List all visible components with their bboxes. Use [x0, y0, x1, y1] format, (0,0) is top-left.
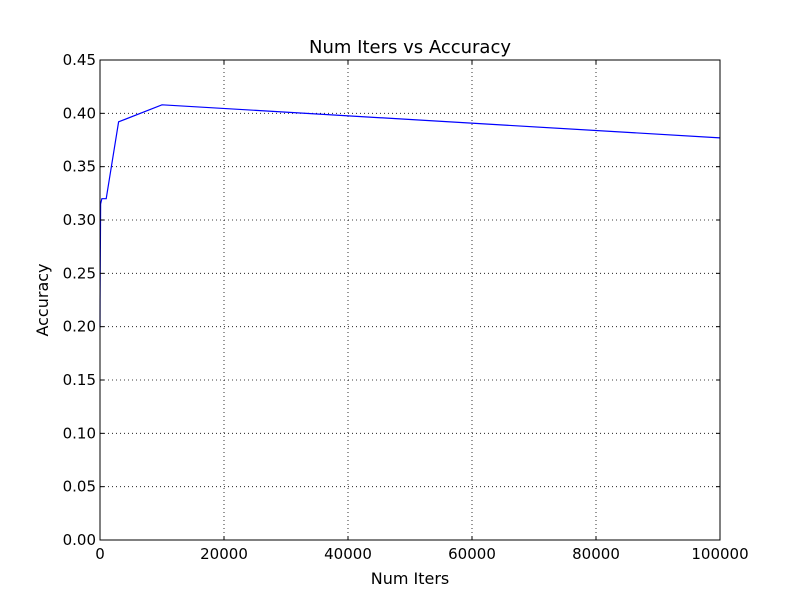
x-tick-label: 80000	[572, 545, 620, 563]
y-tick-label: 0.15	[63, 371, 96, 389]
x-tick-label: 40000	[324, 545, 372, 563]
series-layer	[99, 104, 721, 327]
chart-title: Num Iters vs Accuracy	[309, 37, 511, 58]
y-tick-label: 0.25	[63, 264, 96, 282]
y-axis-label: Accuracy	[33, 263, 52, 336]
y-tick-label: 0.40	[63, 104, 96, 122]
plot-frame	[99, 59, 721, 541]
y-tick-label: 0.20	[63, 318, 96, 336]
x-axis-label: Num Iters	[371, 569, 450, 588]
x-tick-label: 20000	[200, 545, 248, 563]
y-tick-label: 0.10	[63, 424, 96, 442]
x-tick-label: 0	[95, 545, 105, 563]
accuracy-series-line	[99, 104, 721, 327]
y-tick-label: 0.05	[63, 478, 96, 496]
x-tick-label: 100000	[691, 545, 748, 563]
ticks: 0 20000 40000 60000 80000 100000 0.00 0.05 0.10 0…	[63, 51, 749, 563]
y-tick-label: 0.30	[63, 211, 96, 229]
y-tick-label: 0.45	[63, 51, 96, 69]
y-tick-label: 0.00	[63, 531, 96, 549]
y-tick-label: 0.35	[63, 158, 96, 176]
x-tick-label: 60000	[448, 545, 496, 563]
